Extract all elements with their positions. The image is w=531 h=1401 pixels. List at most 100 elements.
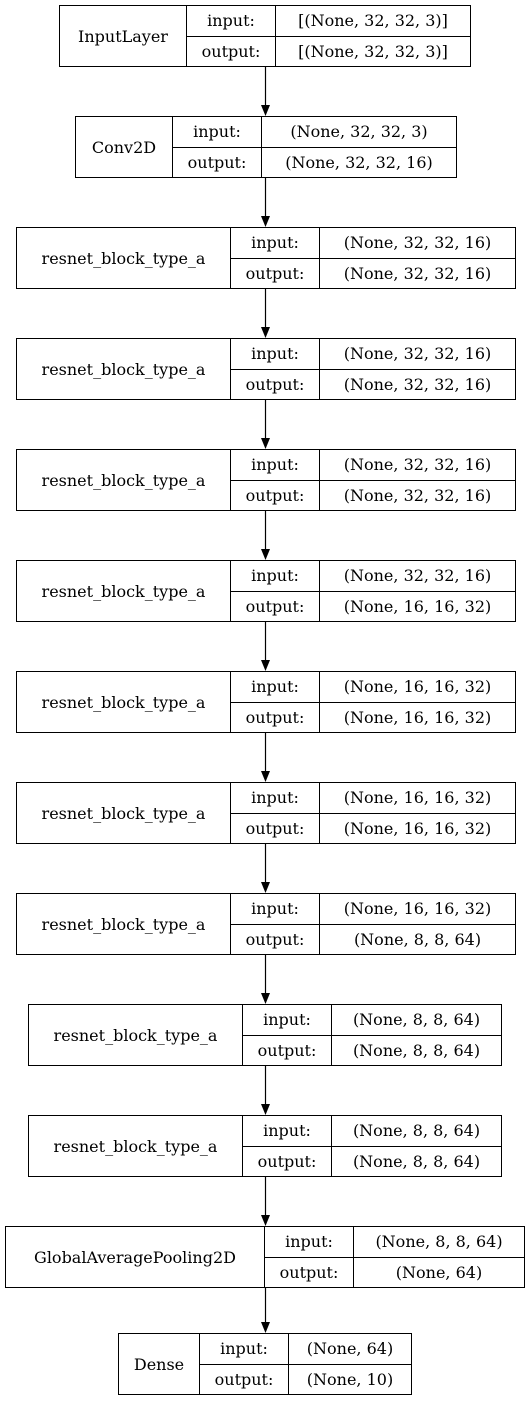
layer-input-shape: (None, 64) (306, 1339, 394, 1359)
layer-name: resnet_block_type_a (29, 1116, 243, 1176)
layer-name: Conv2D (76, 117, 173, 177)
layer-input-shape: (None, 32, 32, 16) (343, 233, 492, 253)
layer-name: InputLayer (60, 6, 187, 66)
layer-input-row: input: (None, 32, 32, 3) (173, 117, 456, 148)
connector-arrow (261, 733, 270, 782)
layer-input-label: input: (231, 894, 320, 924)
connector-arrow (261, 1066, 270, 1115)
layer-node: Conv2D input: (None, 32, 32, 3) output: (Non… (75, 116, 457, 178)
layer-input-label: input: (231, 339, 320, 369)
layer-input-shape: [(None, 32, 32, 3)] (298, 11, 448, 31)
layer-io-table: input: (None, 16, 16, 32) output: (None, 16… (231, 783, 515, 843)
layer-output-row: output: (None, 16, 16, 32) (231, 813, 515, 843)
layer-output-shape: (None, 16, 16, 32) (343, 818, 492, 838)
layer-input-label: input: (200, 1334, 289, 1364)
layer-node: resnet_block_type_a input: (None, 32, 32, … (16, 338, 516, 400)
connector-arrow (261, 178, 270, 227)
layer-output-row: output: (None, 8, 8, 64) (231, 924, 515, 954)
layer-input-shape: (None, 16, 16, 32) (343, 899, 492, 919)
layer-output-row: output: (None, 32, 32, 16) (231, 480, 515, 510)
layer-name: resnet_block_type_a (17, 339, 231, 399)
layer-node: resnet_block_type_a input: (None, 8, 8, 64… (28, 1004, 502, 1066)
layer-output-label: output: (243, 1146, 332, 1176)
layer-input-label: input: (231, 561, 320, 591)
layer-output-shape: (None, 8, 8, 64) (353, 929, 482, 949)
layer-input-label: input: (231, 228, 320, 258)
layer-node: resnet_block_type_a input: (None, 16, 16, … (16, 893, 516, 955)
layer-input-label: input: (265, 1227, 354, 1257)
layer-node: resnet_block_type_a input: (None, 32, 32, … (16, 227, 516, 289)
layer-output-row: output: (None, 8, 8, 64) (243, 1146, 501, 1176)
layer-io-table: input: [(None, 32, 32, 3)] output: [(None, … (187, 6, 470, 66)
layer-input-shape: (None, 32, 32, 16) (343, 344, 492, 364)
layer-output-row: output: (None, 16, 16, 32) (231, 591, 515, 621)
layer-name: resnet_block_type_a (17, 783, 231, 843)
layer-output-label: output: (231, 258, 320, 288)
layer-input-shape: (None, 8, 8, 64) (352, 1010, 481, 1030)
layer-output-shape: (None, 32, 32, 16) (343, 263, 492, 283)
connector-arrow (261, 955, 270, 1004)
layer-name: resnet_block_type_a (17, 561, 231, 621)
connector-arrow (261, 1288, 270, 1333)
layer-io-table: input: (None, 32, 32, 16) output: (None, 32… (231, 450, 515, 510)
layer-node: resnet_block_type_a input: (None, 16, 16, … (16, 671, 516, 733)
layer-input-label: input: (231, 672, 320, 702)
layer-input-shape: (None, 16, 16, 32) (343, 677, 492, 697)
layer-input-label: input: (173, 117, 262, 147)
layer-output-row: output: (None, 64) (265, 1257, 524, 1287)
connector-arrow (261, 67, 270, 116)
layer-input-row: input: (None, 32, 32, 16) (231, 450, 515, 481)
layer-name: resnet_block_type_a (17, 450, 231, 510)
connector-arrow (261, 289, 270, 338)
connector-arrow (261, 400, 270, 449)
layer-input-row: input: (None, 16, 16, 32) (231, 783, 515, 814)
layer-output-label: output: (173, 147, 262, 177)
layer-output-label: output: (231, 813, 320, 843)
layer-input-shape: (None, 8, 8, 64) (375, 1232, 503, 1252)
layer-node: GlobalAveragePooling2D input: (None, 8, 8,… (5, 1226, 525, 1288)
layer-input-row: input: [(None, 32, 32, 3)] (187, 6, 470, 37)
layer-input-shape: (None, 8, 8, 64) (352, 1121, 481, 1141)
layer-node: resnet_block_type_a input: (None, 8, 8, 64… (28, 1115, 502, 1177)
layer-output-shape: (None, 16, 16, 32) (343, 707, 492, 727)
layer-node: resnet_block_type_a input: (None, 32, 32, … (16, 449, 516, 511)
layer-input-row: input: (None, 32, 32, 16) (231, 339, 515, 370)
layer-output-row: output: (None, 10) (200, 1364, 411, 1394)
layer-output-label: output: (243, 1035, 332, 1065)
layer-input-row: input: (None, 32, 32, 16) (231, 228, 515, 259)
layer-input-row: input: (None, 8, 8, 64) (243, 1005, 501, 1036)
layer-name: resnet_block_type_a (29, 1005, 243, 1065)
connector-arrow (261, 622, 270, 671)
layer-input-label: input: (243, 1116, 332, 1146)
layer-name: Dense (119, 1334, 200, 1394)
layer-output-shape: (None, 8, 8, 64) (352, 1040, 481, 1060)
layer-output-shape: (None, 32, 32, 16) (285, 152, 433, 172)
layer-output-shape: (None, 8, 8, 64) (352, 1151, 481, 1171)
layer-node: Dense input: (None, 64) output: (None, 10) (118, 1333, 412, 1395)
layer-input-label: input: (231, 783, 320, 813)
layer-input-shape: (None, 32, 32, 16) (343, 455, 492, 475)
layer-name: resnet_block_type_a (17, 672, 231, 732)
layer-input-row: input: (None, 16, 16, 32) (231, 672, 515, 703)
layer-input-shape: (None, 16, 16, 32) (343, 788, 492, 808)
layer-node: resnet_block_type_a input: (None, 16, 16, … (16, 782, 516, 844)
layer-output-row: output: (None, 32, 32, 16) (173, 147, 456, 177)
layer-io-table: input: (None, 32, 32, 16) output: (None, 16… (231, 561, 515, 621)
layer-node: InputLayer input: [(None, 32, 32, 3)] outpu… (59, 5, 471, 67)
layer-output-label: output: (231, 480, 320, 510)
layer-output-shape: (None, 10) (306, 1369, 394, 1389)
layer-output-shape: (None, 32, 32, 16) (343, 374, 492, 394)
connector-arrow (261, 1177, 270, 1226)
layer-io-table: input: (None, 32, 32, 3) output: (None, 32,… (173, 117, 456, 177)
layer-output-shape: (None, 32, 32, 16) (343, 485, 492, 505)
layer-input-label: input: (231, 450, 320, 480)
layer-input-row: input: (None, 8, 8, 64) (265, 1227, 524, 1258)
layer-output-shape: (None, 16, 16, 32) (343, 596, 492, 616)
layer-output-row: output: (None, 8, 8, 64) (243, 1035, 501, 1065)
layer-input-row: input: (None, 64) (200, 1334, 411, 1365)
layer-output-shape: [(None, 32, 32, 3)] (298, 41, 448, 61)
layer-output-row: output: (None, 32, 32, 16) (231, 369, 515, 399)
layer-io-table: input: (None, 32, 32, 16) output: (None, 32… (231, 228, 515, 288)
layer-output-row: output: (None, 16, 16, 32) (231, 702, 515, 732)
layer-name: resnet_block_type_a (17, 894, 231, 954)
